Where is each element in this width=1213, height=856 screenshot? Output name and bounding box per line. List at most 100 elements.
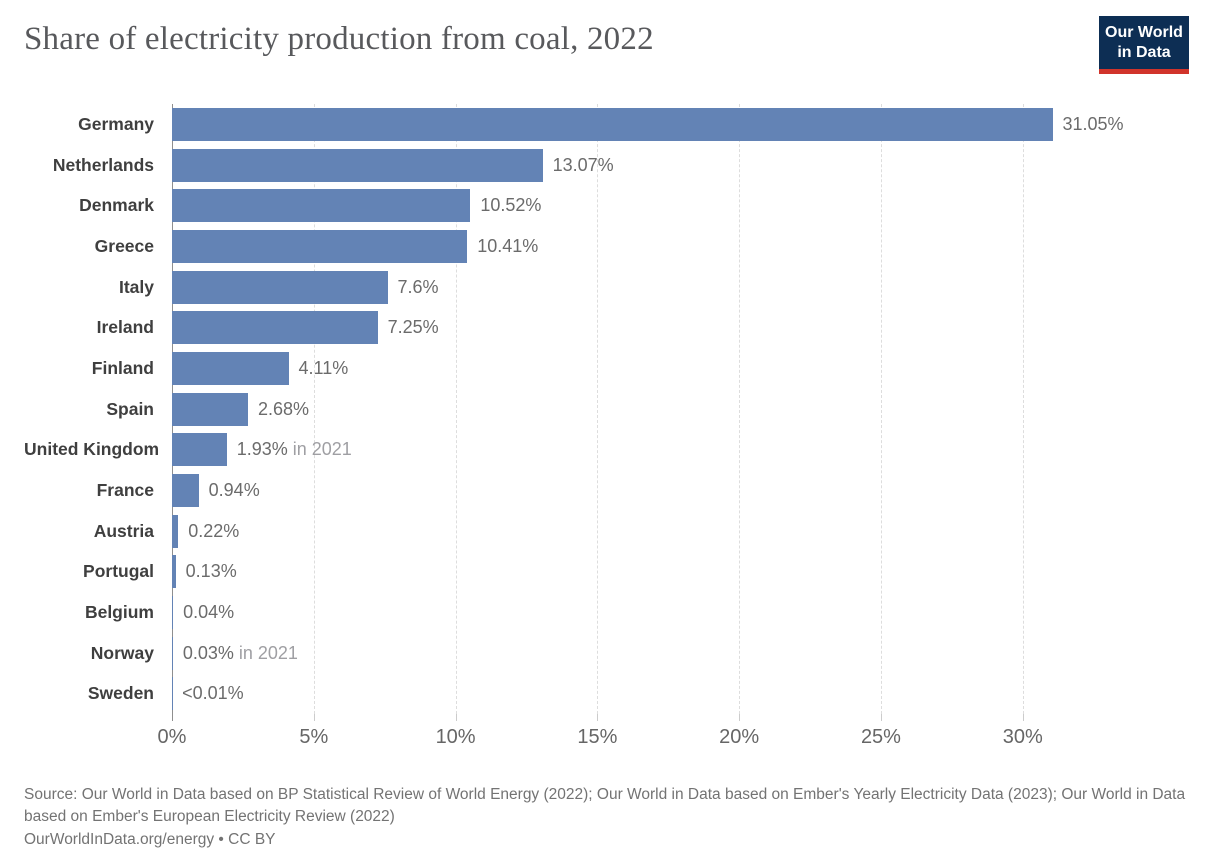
bar[interactable] <box>172 392 248 426</box>
bar[interactable] <box>172 107 1053 141</box>
value-label: 4.11% <box>299 358 349 379</box>
country-label: France <box>96 480 154 501</box>
bar[interactable] <box>172 311 378 345</box>
bar-row: Denmark 10.52% <box>24 185 1189 226</box>
bar-row: Norway 0.03% in 2021 <box>24 633 1189 674</box>
bar[interactable] <box>172 270 388 304</box>
plot-cell: 0.13% <box>172 555 1122 589</box>
plot-cell: 0.04% <box>172 596 1122 630</box>
value-text: 1.93% <box>236 439 288 460</box>
plot-cell: 10.52% <box>172 189 1122 223</box>
country-label: Greece <box>94 235 154 256</box>
bar[interactable] <box>172 351 289 385</box>
country-label: Austria <box>93 520 154 541</box>
owid-logo-red-bar <box>1099 69 1189 74</box>
plot-cell: 4.11% <box>172 351 1122 385</box>
axis-tick-label: 20% <box>719 726 760 749</box>
country-label: Belgium <box>84 602 154 623</box>
value-label: 31.05% <box>1063 114 1124 135</box>
bar-row: United Kingdom 1.93% in 2021 <box>24 430 1189 471</box>
value-label: 7.6% <box>398 277 439 298</box>
plot-cell: 0.94% <box>172 474 1122 508</box>
value-note: in 2021 <box>287 439 352 460</box>
axis-tick <box>880 714 882 722</box>
value-text: <0.01% <box>182 683 244 704</box>
value-label: 10.52% <box>480 195 541 216</box>
bar[interactable] <box>172 514 179 548</box>
value-text: 0.22% <box>188 520 240 541</box>
bar[interactable] <box>172 636 173 670</box>
owid-logo: Our World in Data <box>1099 16 1189 74</box>
owid-logo-text: Our World in Data <box>1099 16 1189 69</box>
chart-title: Share of electricity production from coa… <box>24 21 654 57</box>
chart-rows: Germany 31.05% Netherlands 13.07% Denmar… <box>24 104 1189 722</box>
bar-row: Italy 7.6% <box>24 267 1189 308</box>
bar[interactable] <box>172 555 176 589</box>
bar-row: Sweden <0.01% <box>24 674 1189 715</box>
bar-row: Spain 2.68% <box>24 389 1189 430</box>
value-text: 10.41% <box>477 235 539 256</box>
value-label: <0.01% <box>182 683 244 704</box>
bar[interactable] <box>172 433 227 467</box>
axis-tick <box>597 714 599 722</box>
footer-link-line: OurWorldInData.org/energy • CC BY <box>24 831 276 849</box>
x-axis: 0% 5% 10% 15% 20% 25% 30% <box>158 714 1122 762</box>
bar-row: Austria 0.22% <box>24 511 1189 552</box>
plot-cell: 2.68% <box>172 392 1122 426</box>
bar[interactable] <box>172 148 543 182</box>
bar[interactable] <box>172 596 174 630</box>
bar-row: Portugal 0.13% <box>24 552 1189 593</box>
country-label: Italy <box>118 276 154 297</box>
bar-row: Greece 10.41% <box>24 226 1189 267</box>
axis-tick <box>739 714 741 722</box>
bar[interactable] <box>172 229 468 263</box>
plot-cell: 7.6% <box>172 270 1122 304</box>
plot-cell: 7.25% <box>172 311 1122 345</box>
value-label: 0.13% <box>186 561 237 582</box>
bar-row: Netherlands 13.07% <box>24 145 1189 186</box>
value-text: 7.25% <box>387 317 439 338</box>
plot-cell: 0.03% in 2021 <box>172 636 1122 670</box>
value-label: 13.07% <box>553 155 614 176</box>
country-label: Germany <box>78 113 154 134</box>
axis-tick-label: 10% <box>435 726 476 749</box>
bar[interactable] <box>172 474 199 508</box>
plot-cell: 13.07% <box>172 148 1122 182</box>
value-text: 10.52% <box>480 195 542 216</box>
value-label: 0.94% <box>209 480 260 501</box>
bar-row: Germany 31.05% <box>24 104 1189 145</box>
country-label: Ireland <box>96 317 154 338</box>
source-text: Source: Our World in Data based on BP St… <box>24 786 1186 825</box>
value-text: 0.04% <box>183 602 235 623</box>
value-text: 7.6% <box>397 276 439 297</box>
country-label: Finland <box>91 357 154 378</box>
country-label: United Kingdom <box>24 439 160 460</box>
bar-row: Ireland 7.25% <box>24 307 1189 348</box>
value-note: in 2021 <box>233 642 298 663</box>
value-label: 2.68% <box>258 399 309 420</box>
country-label: Portugal <box>83 561 154 582</box>
value-text: 31.05% <box>1062 113 1124 134</box>
axis-tick <box>1022 714 1024 722</box>
bar[interactable] <box>172 189 471 223</box>
bar-chart: Germany 31.05% Netherlands 13.07% Denmar… <box>24 104 1189 762</box>
plot-cell: 1.93% in 2021 <box>172 433 1122 467</box>
value-label: 1.93% in 2021 <box>237 439 352 460</box>
axis-tick-label: 0% <box>157 726 187 749</box>
value-label: 0.03% in 2021 <box>183 643 298 664</box>
value-text: 0.13% <box>185 561 237 582</box>
axis-tick-label: 5% <box>299 726 329 749</box>
plot-cell: 10.41% <box>172 229 1122 263</box>
value-text: 13.07% <box>552 154 614 175</box>
value-label: 10.41% <box>477 236 538 257</box>
plot-cell: 0.22% <box>172 514 1122 548</box>
bar-row: France 0.94% <box>24 470 1189 511</box>
axis-tick-label: 25% <box>860 726 901 749</box>
axis-tick <box>313 714 315 722</box>
plot-cell: 31.05% <box>172 107 1124 141</box>
country-label: Denmark <box>79 195 154 216</box>
country-label: Netherlands <box>52 154 154 175</box>
value-text: 2.68% <box>258 398 310 419</box>
header: Share of electricity production from coa… <box>24 16 1189 90</box>
